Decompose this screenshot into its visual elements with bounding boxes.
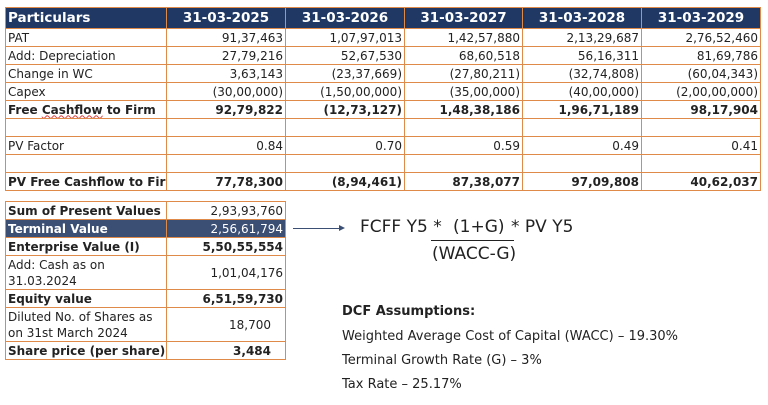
- cell: 92,79,822: [166, 100, 286, 119]
- row-label: PV Free Cashflow to Firm: [5, 172, 167, 191]
- cell: (32,74,808): [522, 64, 642, 83]
- assumption-item: Tax Rate – 25.17%: [342, 377, 462, 392]
- row-capex: Capex (30,00,000) (1,50,00,000) (35,00,000)…: [5, 82, 761, 101]
- row-label: Add: Cash as on 31.03.2024: [5, 255, 167, 290]
- row-cash: Add: Cash as on 31.03.2024 1,01,04,176: [5, 255, 286, 290]
- fraction-line: [431, 240, 514, 241]
- row-label: Enterprise Value (I): [5, 237, 167, 256]
- row-sum-pv: Sum of Present Values 2,93,93,760: [5, 201, 286, 220]
- cell: (12,73,127): [285, 100, 405, 119]
- row-label: PV Factor: [5, 136, 167, 155]
- row-pv-factor: PV Factor 0.84 0.70 0.59 0.49 0.41: [5, 136, 761, 155]
- cell: (60,04,343): [641, 64, 761, 83]
- arrow-icon: [293, 225, 345, 231]
- cell: 97,09,808: [522, 172, 642, 191]
- cell: 77,78,300: [166, 172, 286, 191]
- assumption-item: Terminal Growth Rate (G) – 3%: [342, 353, 542, 368]
- header-particulars: Particulars: [5, 7, 167, 29]
- cell: 56,16,311: [522, 46, 642, 65]
- cell: 1,48,38,186: [404, 100, 523, 119]
- cell: (8,94,461): [285, 172, 405, 191]
- row-fcff: Free Cashflow to Firm 92,79,822 (12,73,127…: [5, 100, 761, 119]
- row-label: Capex: [5, 82, 167, 101]
- cell: 0.41: [641, 136, 761, 155]
- cell: 3,484: [166, 341, 286, 360]
- label-part: Free: [8, 102, 42, 117]
- cell: 2,56,61,794: [166, 219, 286, 238]
- formula-right: * PV Y5: [511, 217, 574, 237]
- label-part: Cashflow: [41, 102, 103, 117]
- row-pat: PAT 91,37,463 1,07,97,013 1,42,57,880 2,13,2…: [5, 28, 761, 47]
- row-depreciation: Add: Depreciation 27,79,216 52,67,530 68,60…: [5, 46, 761, 65]
- cell: 87,38,077: [404, 172, 523, 191]
- cell: 0.49: [522, 136, 642, 155]
- row-share-price: Share price (per share) 3,484: [5, 341, 286, 360]
- row-label: Change in WC: [5, 64, 167, 83]
- label-part: to Firm: [102, 102, 156, 117]
- cell: (2,00,00,000): [641, 82, 761, 101]
- cell: 1,01,04,176: [166, 255, 286, 290]
- cell: 2,13,29,687: [522, 28, 642, 47]
- formula-left: FCFF Y5 *: [360, 217, 442, 237]
- valuation-summary-table: Sum of Present Values 2,93,93,760 Termina…: [5, 201, 286, 360]
- row-equity-value: Equity value 6,51,59,730: [5, 289, 286, 308]
- row-shares: Diluted No. of Shares as on 31st March 2…: [5, 307, 286, 342]
- formula-denominator: (WACC-G): [432, 244, 517, 264]
- cell: (1,50,00,000): [285, 82, 405, 101]
- cell: 91,37,463: [166, 28, 286, 47]
- cell: 81,69,786: [641, 46, 761, 65]
- row-label: Free Cashflow to Firm: [5, 100, 167, 119]
- cell: (35,00,000): [404, 82, 523, 101]
- row-enterprise-value: Enterprise Value (I) 5,50,55,554: [5, 237, 286, 256]
- header-year: 31-03-2029: [641, 7, 761, 29]
- row-label: Diluted No. of Shares as on 31st March 2…: [5, 307, 167, 342]
- cell: 0.59: [404, 136, 523, 155]
- cell: 52,67,530: [285, 46, 405, 65]
- cell: 1,42,57,880: [404, 28, 523, 47]
- row-label: Share price (per share): [5, 341, 167, 360]
- fcff-table: Particulars 31-03-2025 31-03-2026 31-03-…: [5, 7, 761, 191]
- row-label: Terminal Value: [5, 219, 167, 238]
- cell: 0.84: [166, 136, 286, 155]
- cell: 2,93,93,760: [166, 201, 286, 220]
- row-label: Sum of Present Values: [5, 201, 167, 220]
- cell: 5,50,55,554: [166, 237, 286, 256]
- header-year: 31-03-2028: [522, 7, 642, 29]
- header-year: 31-03-2026: [285, 7, 405, 29]
- cell: (40,00,000): [522, 82, 642, 101]
- assumptions-title: DCF Assumptions:: [342, 304, 476, 319]
- row-label: Add: Depreciation: [5, 46, 167, 65]
- header-year: 31-03-2027: [404, 7, 523, 29]
- cell: 27,79,216: [166, 46, 286, 65]
- row-terminal-value: Terminal Value 2,56,61,794: [5, 219, 286, 238]
- cell: 6,51,59,730: [166, 289, 286, 308]
- cell: 1,96,71,189: [522, 100, 642, 119]
- header-year: 31-03-2025: [166, 7, 286, 29]
- cell: 18,700: [166, 307, 286, 342]
- cell: 2,76,52,460: [641, 28, 761, 47]
- row-label: Equity value: [5, 289, 167, 308]
- cell: 0.70: [285, 136, 405, 155]
- cell: (23,37,669): [285, 64, 405, 83]
- cell: 98,17,904: [641, 100, 761, 119]
- row-change-wc: Change in WC 3,63,143 (23,37,669) (27,80,21…: [5, 64, 761, 83]
- formula-numerator: (1+G): [453, 217, 505, 237]
- assumption-item: Weighted Average Cost of Capital (WACC) …: [342, 329, 679, 344]
- cell: 40,62,037: [641, 172, 761, 191]
- cell: 1,07,97,013: [285, 28, 405, 47]
- row-label: PAT: [5, 28, 167, 47]
- header-row: Particulars 31-03-2025 31-03-2026 31-03-…: [5, 7, 761, 29]
- cell: 3,63,143: [166, 64, 286, 83]
- empty-row: [5, 154, 761, 173]
- row-pv-fcff: PV Free Cashflow to Firm 77,78,300 (8,94,4…: [5, 172, 761, 191]
- empty-row: [5, 118, 761, 137]
- cell: (27,80,211): [404, 64, 523, 83]
- cell: 68,60,518: [404, 46, 523, 65]
- cell: (30,00,000): [166, 82, 286, 101]
